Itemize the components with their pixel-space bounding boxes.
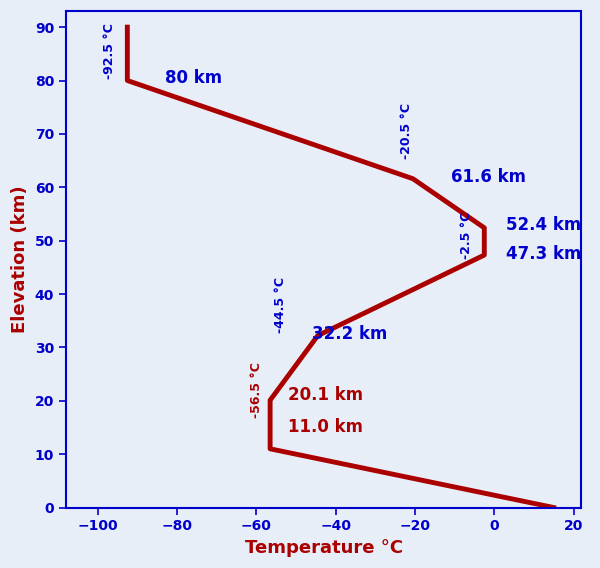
Text: -56.5 °C: -56.5 °C <box>250 362 263 418</box>
Text: -44.5 °C: -44.5 °C <box>274 277 287 333</box>
Text: 47.3 km: 47.3 km <box>506 245 581 263</box>
Text: 80 km: 80 km <box>165 69 222 87</box>
Text: -92.5 °C: -92.5 °C <box>103 23 116 79</box>
Text: 52.4 km: 52.4 km <box>506 216 581 233</box>
Text: -2.5 °C: -2.5 °C <box>460 212 473 259</box>
Text: 20.1 km: 20.1 km <box>288 386 363 404</box>
Text: 32.2 km: 32.2 km <box>312 325 387 343</box>
Text: -20.5 °C: -20.5 °C <box>400 103 413 159</box>
X-axis label: Temperature °C: Temperature °C <box>245 539 403 557</box>
Text: 11.0 km: 11.0 km <box>288 419 363 436</box>
Y-axis label: Elevation (km): Elevation (km) <box>11 186 29 333</box>
Text: 61.6 km: 61.6 km <box>451 168 526 186</box>
